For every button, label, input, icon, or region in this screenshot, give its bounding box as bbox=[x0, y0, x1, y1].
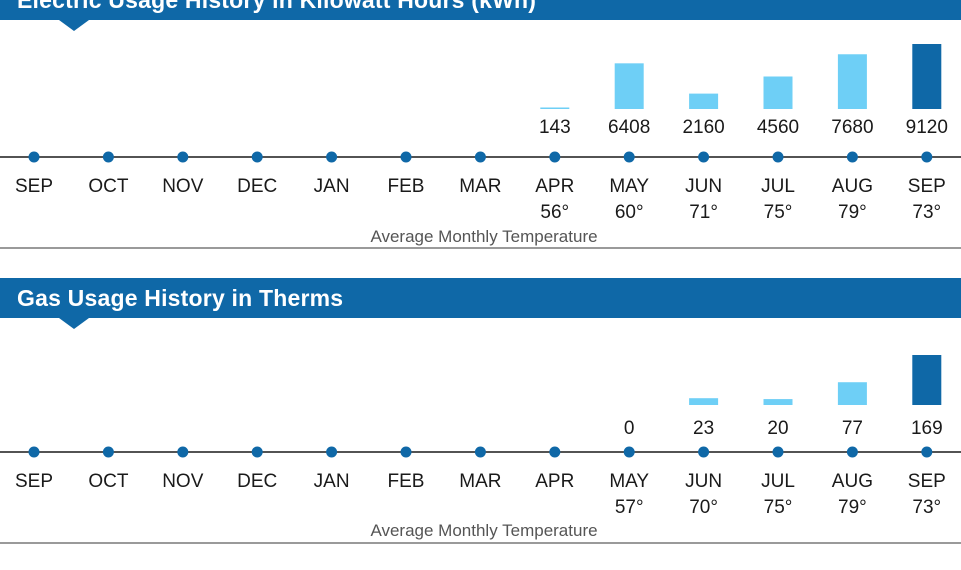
electric-month-label-3: DEC bbox=[237, 176, 277, 197]
electric-month-label-0: SEP bbox=[15, 176, 53, 197]
electric-month-label-9: JUN bbox=[685, 176, 722, 197]
gas-axis-dot-12 bbox=[921, 446, 933, 458]
gas-bar-10 bbox=[763, 399, 793, 405]
gas-axis-dot-10 bbox=[772, 446, 784, 458]
electric-bottom-rule bbox=[0, 247, 961, 249]
electric-header: Electric Usage History in Kilowatt Hours… bbox=[0, 0, 961, 20]
gas-month-label-1: OCT bbox=[88, 471, 129, 492]
gas-month-label-9: JUN bbox=[685, 471, 722, 492]
electric-value-label-10: 4560 bbox=[757, 117, 799, 138]
gas-month-label-5: FEB bbox=[388, 471, 425, 492]
gas-header: Gas Usage History in Therms bbox=[0, 278, 961, 318]
gas-value-label-10: 20 bbox=[767, 418, 788, 439]
electric-month-label-5: FEB bbox=[388, 176, 425, 197]
electric-value-label-8: 6408 bbox=[608, 117, 650, 138]
electric-temp-label-7: 56° bbox=[540, 202, 569, 223]
electric-month-label-10: JUL bbox=[761, 176, 795, 197]
gas-axis-dot-7 bbox=[549, 446, 561, 458]
electric-axis-dot-2 bbox=[177, 151, 189, 163]
gas-axis-dot-1 bbox=[102, 446, 114, 458]
electric-bar-9 bbox=[689, 93, 719, 109]
electric-temp-label-12: 73° bbox=[912, 202, 941, 223]
electric-header-notch bbox=[59, 20, 89, 31]
electric-temp-label-9: 71° bbox=[689, 202, 718, 223]
electric-temp-label-10: 75° bbox=[764, 202, 793, 223]
gas-month-label-6: MAR bbox=[459, 471, 501, 492]
gas-usage-panel: Gas Usage History in Therms SEP OCT NOV DEC… bbox=[0, 278, 961, 546]
gas-temp-label-10: 75° bbox=[764, 497, 793, 518]
electric-month-label-2: NOV bbox=[162, 176, 204, 197]
electric-axis-dot-11 bbox=[846, 151, 858, 163]
gas-avg-temp-label: Average Monthly Temperature bbox=[370, 521, 598, 540]
gas-axis-dot-9 bbox=[698, 446, 710, 458]
electric-axis-dot-8 bbox=[623, 151, 635, 163]
electric-value-label-11: 7680 bbox=[831, 117, 873, 138]
electric-axis-dot-4 bbox=[326, 151, 338, 163]
electric-axis-dot-7 bbox=[549, 151, 561, 163]
gas-usage-chart: SEP OCT NOV DEC JAN FEB MAR APR 0 MAY 57° 23 JUN 70° 2… bbox=[0, 355, 961, 518]
electric-axis-dot-5 bbox=[400, 151, 412, 163]
electric-axis-dot-10 bbox=[772, 151, 784, 163]
electric-axis-dot-0 bbox=[28, 151, 40, 163]
electric-value-label-7: 143 bbox=[539, 117, 571, 138]
electric-month-label-12: SEP bbox=[908, 176, 946, 197]
gas-temp-label-8: 57° bbox=[615, 497, 644, 518]
gas-month-label-8: MAY bbox=[609, 471, 649, 492]
gas-value-label-12: 169 bbox=[911, 418, 943, 439]
electric-bar-7 bbox=[540, 107, 570, 109]
gas-temp-label-12: 73° bbox=[912, 497, 941, 518]
gas-bar-9 bbox=[689, 398, 719, 405]
gas-axis-dot-5 bbox=[400, 446, 412, 458]
gas-value-label-8: 0 bbox=[624, 418, 635, 439]
electric-usage-panel: Electric Usage History in Kilowatt Hours… bbox=[0, 0, 961, 250]
electric-month-label-4: JAN bbox=[314, 176, 350, 197]
electric-bar-12 bbox=[912, 44, 942, 109]
electric-bar-11 bbox=[837, 54, 867, 109]
electric-avg-temp-label: Average Monthly Temperature bbox=[370, 227, 598, 246]
gas-month-label-4: JAN bbox=[314, 471, 350, 492]
gas-bar-11 bbox=[837, 382, 867, 405]
electric-temp-label-11: 79° bbox=[838, 202, 867, 223]
electric-usage-chart: SEP OCT NOV DEC JAN FEB MAR 143 APR 56° 6408 MAY 60°… bbox=[0, 44, 961, 223]
gas-axis-dot-0 bbox=[28, 446, 40, 458]
gas-axis-dot-3 bbox=[251, 446, 263, 458]
electric-axis-dot-9 bbox=[698, 151, 710, 163]
electric-axis-dot-6 bbox=[474, 151, 486, 163]
electric-month-label-7: APR bbox=[535, 176, 574, 197]
gas-title: Gas Usage History in Therms bbox=[17, 285, 344, 311]
gas-month-label-10: JUL bbox=[761, 471, 795, 492]
gas-bar-12 bbox=[912, 355, 942, 405]
electric-month-label-1: OCT bbox=[88, 176, 129, 197]
gas-month-label-0: SEP bbox=[15, 471, 53, 492]
electric-axis-dot-12 bbox=[921, 151, 933, 163]
electric-month-label-6: MAR bbox=[459, 176, 501, 197]
gas-value-label-11: 77 bbox=[842, 418, 863, 439]
gas-month-label-7: APR bbox=[535, 471, 574, 492]
electric-bar-8 bbox=[614, 63, 644, 109]
electric-axis-dot-3 bbox=[251, 151, 263, 163]
gas-month-label-11: AUG bbox=[832, 471, 873, 492]
gas-axis-dot-11 bbox=[846, 446, 858, 458]
gas-bottom-rule bbox=[0, 542, 961, 544]
gas-month-label-2: NOV bbox=[162, 471, 204, 492]
gas-value-label-9: 23 bbox=[693, 418, 714, 439]
electric-axis-dot-1 bbox=[102, 151, 114, 163]
gas-axis-dot-2 bbox=[177, 446, 189, 458]
electric-bar-10 bbox=[763, 76, 793, 109]
electric-title: Electric Usage History in Kilowatt Hours… bbox=[17, 0, 537, 13]
electric-value-label-9: 2160 bbox=[682, 117, 724, 138]
electric-value-label-12: 9120 bbox=[906, 117, 948, 138]
gas-temp-label-11: 79° bbox=[838, 497, 867, 518]
gas-axis-dot-4 bbox=[326, 446, 338, 458]
gas-temp-label-9: 70° bbox=[689, 497, 718, 518]
gas-axis-dot-6 bbox=[474, 446, 486, 458]
gas-month-label-3: DEC bbox=[237, 471, 277, 492]
electric-temp-label-8: 60° bbox=[615, 202, 644, 223]
gas-month-label-12: SEP bbox=[908, 471, 946, 492]
gas-axis-dot-8 bbox=[623, 446, 635, 458]
electric-month-label-11: AUG bbox=[832, 176, 873, 197]
electric-month-label-8: MAY bbox=[609, 176, 649, 197]
gas-header-notch bbox=[59, 318, 89, 329]
